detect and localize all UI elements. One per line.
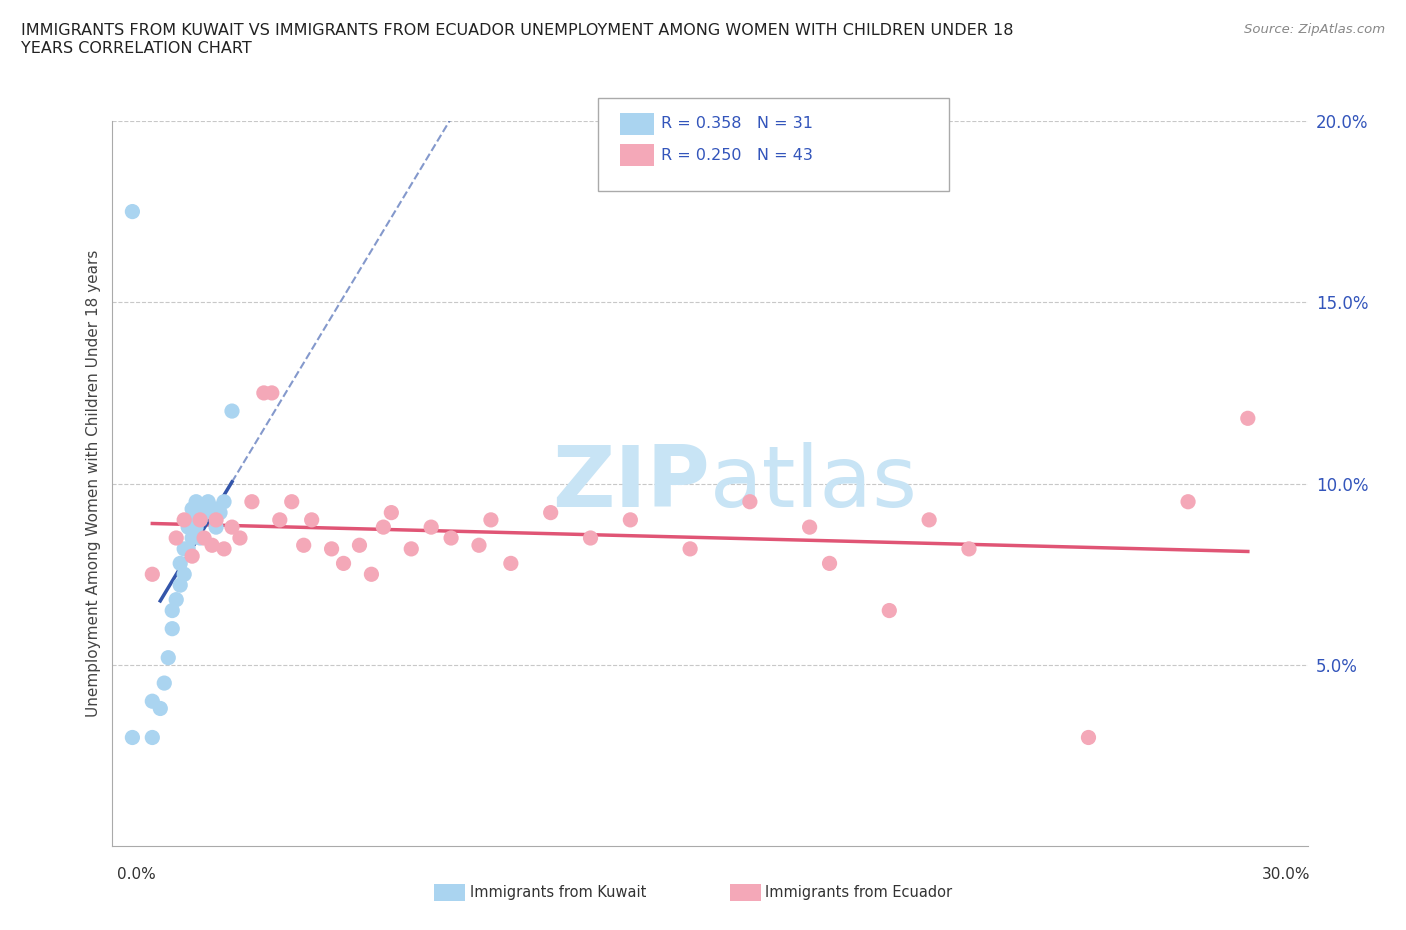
Point — [579, 530, 602, 545]
Point — [253, 386, 276, 401]
Point — [201, 538, 224, 552]
Point — [269, 512, 291, 527]
Point — [173, 512, 195, 527]
Point — [197, 495, 219, 510]
Point — [177, 520, 200, 535]
Point — [181, 530, 204, 545]
Text: Immigrants from Ecuador: Immigrants from Ecuador — [765, 885, 952, 900]
Point — [162, 604, 183, 618]
Text: atlas: atlas — [710, 442, 918, 525]
Point — [173, 567, 195, 582]
Point — [292, 538, 315, 552]
Point — [121, 730, 143, 745]
Point — [169, 578, 191, 592]
Point — [818, 556, 841, 571]
Point — [193, 530, 215, 545]
Point — [260, 386, 283, 401]
Text: 30.0%: 30.0% — [1263, 867, 1310, 882]
Point — [173, 541, 195, 556]
Point — [281, 495, 304, 510]
Point — [738, 495, 761, 510]
Point — [349, 538, 371, 552]
Text: R = 0.358   N = 31: R = 0.358 N = 31 — [661, 116, 813, 131]
Text: IMMIGRANTS FROM KUWAIT VS IMMIGRANTS FROM ECUADOR UNEMPLOYMENT AMONG WOMEN WITH : IMMIGRANTS FROM KUWAIT VS IMMIGRANTS FRO… — [21, 23, 1014, 56]
Point — [332, 556, 354, 571]
Point — [918, 512, 941, 527]
Point — [1077, 730, 1099, 745]
Point — [373, 520, 395, 535]
Point — [181, 501, 204, 516]
Point — [201, 505, 224, 520]
Point — [157, 650, 180, 665]
Point — [209, 505, 232, 520]
Point — [141, 567, 163, 582]
Point — [162, 621, 183, 636]
Point — [468, 538, 491, 552]
Point — [879, 604, 901, 618]
Point — [181, 549, 204, 564]
Point — [401, 541, 423, 556]
Y-axis label: Unemployment Among Women with Children Under 18 years: Unemployment Among Women with Children U… — [86, 250, 101, 717]
Point — [181, 512, 204, 527]
Point — [205, 520, 228, 535]
Point — [499, 556, 522, 571]
Point — [221, 520, 243, 535]
Point — [205, 512, 228, 527]
Point — [205, 501, 228, 516]
Point — [229, 530, 252, 545]
Point — [193, 505, 215, 520]
Point — [679, 541, 702, 556]
Point — [420, 520, 443, 535]
Point — [169, 556, 191, 571]
Point — [1177, 495, 1199, 510]
Point — [212, 495, 235, 510]
Point — [380, 505, 402, 520]
Point — [321, 541, 343, 556]
Point — [799, 520, 821, 535]
Text: Source: ZipAtlas.com: Source: ZipAtlas.com — [1244, 23, 1385, 36]
Point — [186, 495, 208, 510]
Text: ZIP: ZIP — [553, 442, 710, 525]
Text: Immigrants from Kuwait: Immigrants from Kuwait — [470, 885, 645, 900]
Point — [141, 694, 163, 709]
Point — [240, 495, 263, 510]
Point — [479, 512, 502, 527]
Point — [301, 512, 323, 527]
Point — [177, 541, 200, 556]
Point — [188, 530, 211, 545]
Point — [221, 404, 243, 418]
Point — [165, 592, 187, 607]
Point — [619, 512, 641, 527]
Point — [165, 530, 187, 545]
Text: 0.0%: 0.0% — [117, 867, 156, 882]
Text: R = 0.250   N = 43: R = 0.250 N = 43 — [661, 148, 813, 163]
Point — [186, 520, 208, 535]
Point — [212, 541, 235, 556]
Point — [149, 701, 172, 716]
Point — [1237, 411, 1260, 426]
Point — [188, 512, 211, 527]
Point — [360, 567, 382, 582]
Point — [957, 541, 980, 556]
Point — [540, 505, 562, 520]
Point — [153, 675, 176, 690]
Point — [121, 205, 143, 219]
Point — [141, 730, 163, 745]
Point — [440, 530, 463, 545]
Point — [188, 512, 211, 527]
